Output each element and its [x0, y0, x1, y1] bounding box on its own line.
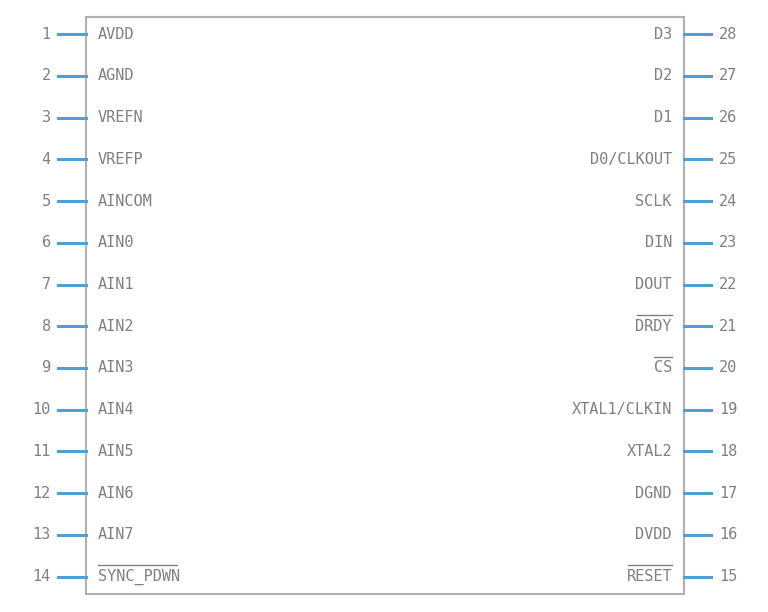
- Text: AIN4: AIN4: [98, 402, 134, 417]
- Text: 26: 26: [719, 110, 737, 125]
- Text: AIN1: AIN1: [98, 277, 134, 292]
- Text: 10: 10: [32, 402, 51, 417]
- Text: CS: CS: [654, 360, 672, 375]
- Text: D2: D2: [654, 69, 672, 83]
- Text: 4: 4: [41, 152, 51, 167]
- Text: VREFN: VREFN: [98, 110, 143, 125]
- Text: AINCOM: AINCOM: [98, 193, 152, 209]
- Text: 15: 15: [719, 569, 737, 584]
- Text: DIN: DIN: [644, 236, 672, 250]
- Text: VREFP: VREFP: [98, 152, 143, 167]
- Text: 9: 9: [41, 360, 51, 375]
- Text: 18: 18: [719, 444, 737, 459]
- Text: 11: 11: [32, 444, 51, 459]
- Text: 16: 16: [719, 528, 737, 542]
- Text: 17: 17: [719, 485, 737, 501]
- Text: AIN0: AIN0: [98, 236, 134, 250]
- Text: 19: 19: [719, 402, 737, 417]
- Text: XTAL2: XTAL2: [627, 444, 672, 459]
- Text: 7: 7: [41, 277, 51, 292]
- Text: XTAL1/CLKIN: XTAL1/CLKIN: [571, 402, 672, 417]
- Text: AVDD: AVDD: [98, 27, 134, 42]
- Text: 13: 13: [32, 528, 51, 542]
- Text: 6: 6: [41, 236, 51, 250]
- Text: 14: 14: [32, 569, 51, 584]
- Bar: [86, 17, 684, 594]
- Text: 20: 20: [719, 360, 737, 375]
- Text: 5: 5: [41, 193, 51, 209]
- Text: 25: 25: [719, 152, 737, 167]
- Text: AIN6: AIN6: [98, 485, 134, 501]
- Text: 2: 2: [41, 69, 51, 83]
- Text: 12: 12: [32, 485, 51, 501]
- Text: D3: D3: [654, 27, 672, 42]
- Text: 28: 28: [719, 27, 737, 42]
- Text: SYNC_PDWN: SYNC_PDWN: [98, 569, 180, 584]
- Text: AIN2: AIN2: [98, 319, 134, 334]
- Text: AGND: AGND: [98, 69, 134, 83]
- Text: 8: 8: [41, 319, 51, 334]
- Text: SCLK: SCLK: [635, 193, 672, 209]
- Text: 22: 22: [719, 277, 737, 292]
- Text: 21: 21: [719, 319, 737, 334]
- Text: AIN5: AIN5: [98, 444, 134, 459]
- Text: 27: 27: [719, 69, 737, 83]
- Text: DGND: DGND: [635, 485, 672, 501]
- Text: DVDD: DVDD: [635, 528, 672, 542]
- Text: DRDY: DRDY: [635, 319, 672, 334]
- Text: AIN7: AIN7: [98, 528, 134, 542]
- Text: D1: D1: [654, 110, 672, 125]
- Text: 3: 3: [41, 110, 51, 125]
- Text: 24: 24: [719, 193, 737, 209]
- Text: 1: 1: [41, 27, 51, 42]
- Text: RESET: RESET: [627, 569, 672, 584]
- Text: AIN3: AIN3: [98, 360, 134, 375]
- Text: D0/CLKOUT: D0/CLKOUT: [590, 152, 672, 167]
- Text: 23: 23: [719, 236, 737, 250]
- Text: DOUT: DOUT: [635, 277, 672, 292]
